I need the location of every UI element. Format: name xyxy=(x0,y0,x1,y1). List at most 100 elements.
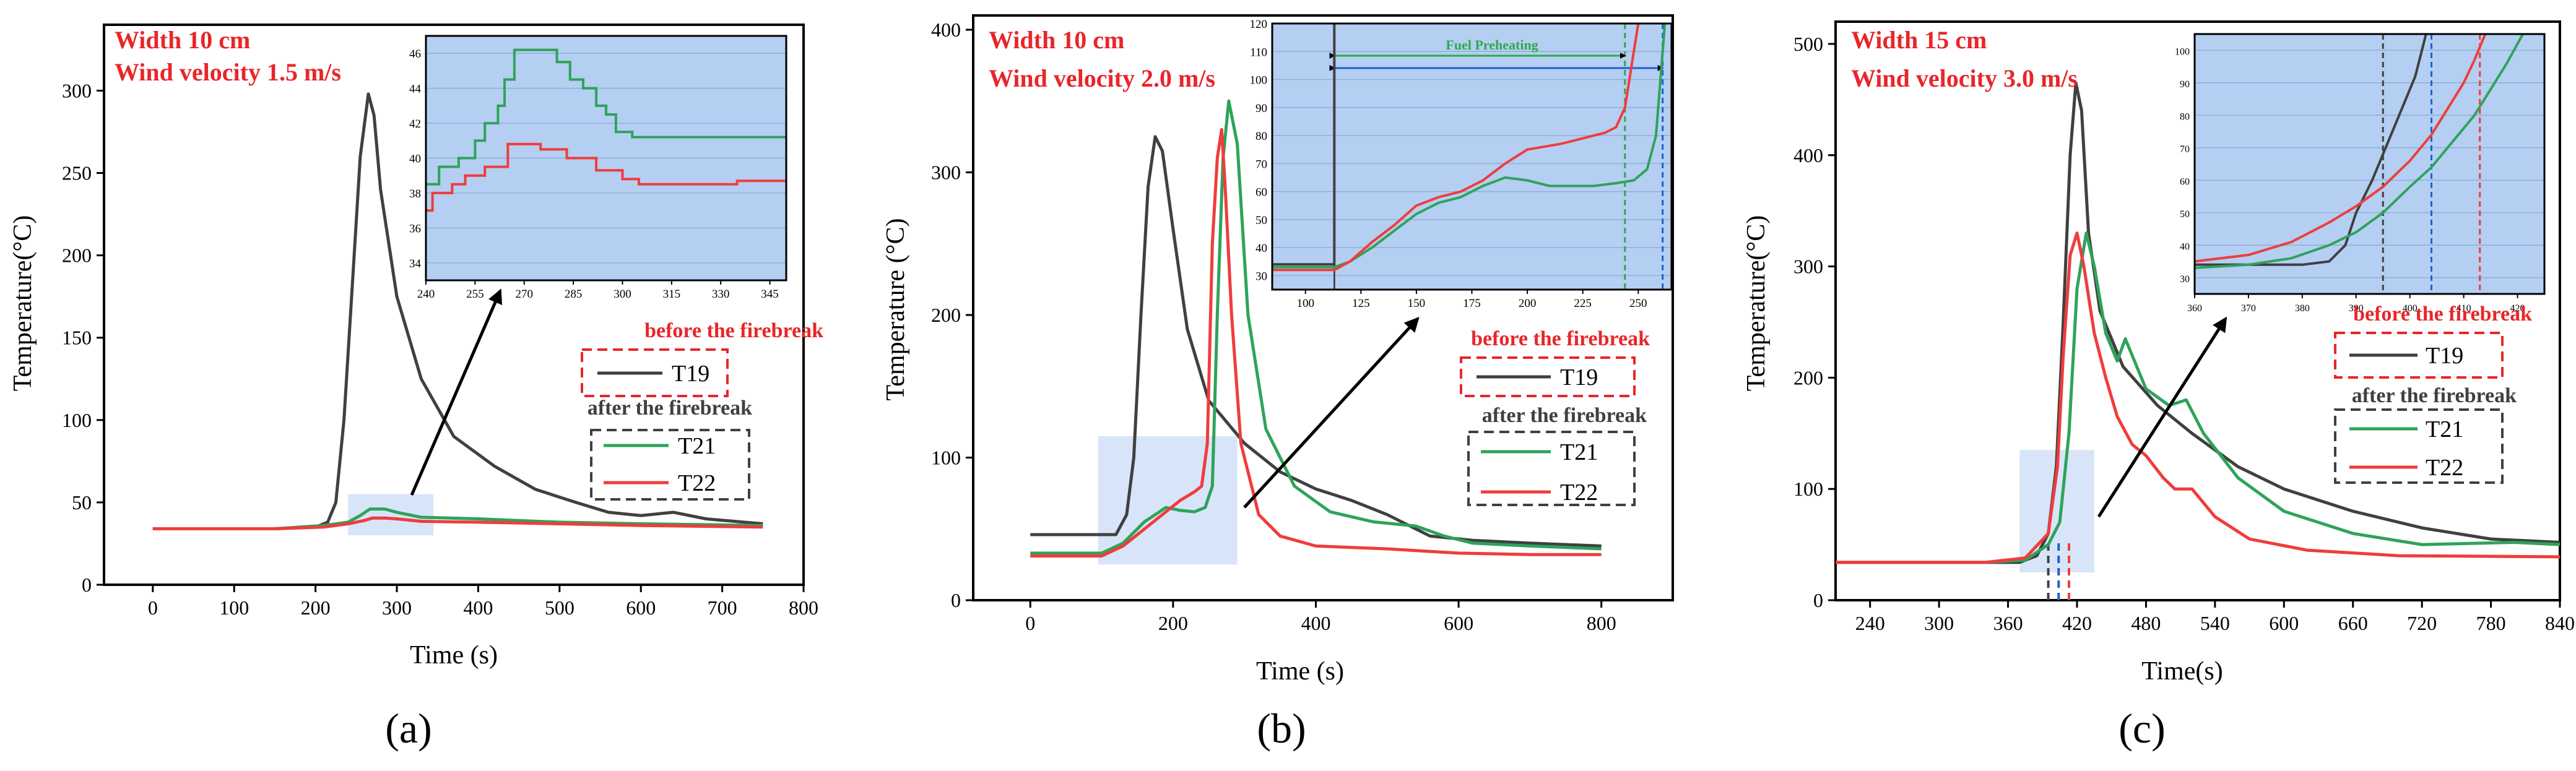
legend-before-title: before the firebreak xyxy=(644,319,823,342)
inset-frame xyxy=(2193,33,2546,295)
inset-y-tick-label: 34 xyxy=(409,257,422,270)
legend-label-t21: T21 xyxy=(1560,439,1598,465)
inset-b: 30 40 50 60 70 80 90 100 110 120 100 125 150 175 200 22… xyxy=(1250,18,1673,310)
inset-x-tick-label: 225 xyxy=(1574,297,1592,310)
inset-x-tick-label: 100 xyxy=(1297,297,1315,310)
panel-label: (a) xyxy=(385,705,432,752)
x-tick-label: 500 xyxy=(545,597,575,619)
x-tick-label: 0 xyxy=(1025,612,1035,634)
panel-b-marks: 0 200 400 600 800 0 100 200 300 400 xyxy=(931,19,1616,634)
panel-c-marks: 240 300 360 420 480 540 600 660 720 780 840 0 100 200… xyxy=(1793,33,2575,634)
inset-y-tick-label: 38 xyxy=(409,187,421,200)
y-tick-label: 150 xyxy=(62,327,92,349)
y-tick-label: 300 xyxy=(62,79,92,101)
legend-label-t19: T19 xyxy=(2426,343,2463,369)
legend-c: before the firebreak T19 after the fireb… xyxy=(2334,303,2532,484)
inset-x-tick-label: 250 xyxy=(1629,297,1647,310)
inset-x-tick-label: 390 xyxy=(2349,303,2364,314)
legend-before-title: before the firebreak xyxy=(2353,303,2532,325)
legend-before-box xyxy=(2334,332,2504,379)
inset-y-tick-label: 36 xyxy=(409,222,421,235)
inset-x-tick-label: 410 xyxy=(2457,303,2471,314)
inset-x-tick-label: 270 xyxy=(515,288,533,301)
y-tick-label: 200 xyxy=(62,244,92,267)
series-line-t19 xyxy=(152,92,763,530)
x-tick-label: 200 xyxy=(1158,612,1188,634)
zoom-arrow xyxy=(1243,317,1420,509)
y-tick-label: 400 xyxy=(931,19,961,41)
plot-frame xyxy=(1834,20,2561,601)
x-tick-label: 200 xyxy=(301,597,331,619)
y-tick-label: 250 xyxy=(62,162,92,184)
inset-series-line-t21 xyxy=(2195,34,2524,269)
legend-before-title: before the firebreak xyxy=(1471,327,1650,350)
inset-y-tick-label: 50 xyxy=(2180,209,2190,220)
inset-x-tick-label: 300 xyxy=(614,288,631,301)
x-tick-label: 800 xyxy=(1587,612,1616,634)
inset-series-line-t19 xyxy=(2195,34,2427,266)
annotation-wind-velocity: Wind velocity 3.0 m/s xyxy=(1851,64,2078,92)
inset-y-tick-label: 60 xyxy=(1255,186,1267,199)
inset-x-tick-label: 240 xyxy=(417,288,435,301)
inset-y-tick-label: 60 xyxy=(2180,176,2190,187)
x-tick-label: 240 xyxy=(1855,612,1885,634)
legend-after-box xyxy=(1467,431,1636,506)
x-tick-label: 300 xyxy=(382,597,412,619)
legend-after-title: after the firebreak xyxy=(2352,384,2517,407)
inset-x-tick-label: 345 xyxy=(761,288,779,301)
x-tick-label: 700 xyxy=(708,597,737,619)
inset-y-tick-label: 40 xyxy=(1255,242,1267,255)
legend-before-box xyxy=(1460,356,1636,397)
inset-series-line-t22 xyxy=(1272,24,1640,272)
x-tick-label: 720 xyxy=(2407,612,2437,634)
x-axis-label: Time (s) xyxy=(410,641,498,670)
legend-label-t22: T22 xyxy=(678,470,716,496)
y-tick-label: 100 xyxy=(1793,478,1823,500)
inset-y-tick-label: 90 xyxy=(1255,102,1267,115)
inset-y-tick-label: 40 xyxy=(2180,241,2190,252)
x-tick-label: 480 xyxy=(2131,612,2161,634)
series-line-t21 xyxy=(152,507,763,530)
legend-label-t19: T19 xyxy=(672,361,709,387)
annotation-width: Width 15 cm xyxy=(1851,26,1987,54)
series-line-t19 xyxy=(1030,135,1602,548)
y-tick-label: 200 xyxy=(931,304,961,326)
inset-y-tick-label: 70 xyxy=(2180,144,2190,155)
inset-y-tick-label: 30 xyxy=(1255,270,1267,283)
series-line-t22 xyxy=(152,516,763,530)
inset-x-tick-label: 125 xyxy=(1352,297,1370,310)
legend-before-box xyxy=(581,348,729,397)
y-tick-label: 500 xyxy=(1793,33,1823,55)
x-tick-label: 840 xyxy=(2545,612,2575,634)
inset-y-tick-label: 30 xyxy=(2180,274,2190,285)
inset-x-tick-label: 420 xyxy=(2510,303,2525,314)
y-axis-label: Temperature (°C) xyxy=(882,218,910,401)
y-tick-label: 0 xyxy=(82,574,92,596)
inset-series-line-t19 xyxy=(1272,24,1336,266)
y-tick-label: 0 xyxy=(951,589,961,611)
y-tick-label: 0 xyxy=(1813,589,1823,611)
inset-frame xyxy=(425,35,787,282)
series-line-t21 xyxy=(1030,99,1602,555)
panel-b: 0 200 400 600 800 0 100 200 300 400 Width 10 cm W… xyxy=(882,14,1674,752)
series-line-t22 xyxy=(1030,127,1602,558)
annotation-wind-velocity: Wind velocity 1.5 m/s xyxy=(115,58,341,86)
inset-c-marks: 30 40 50 60 70 80 90 100 360 370 380 390 400 410 420 xyxy=(2175,34,2544,314)
inset-y-tick-label: 100 xyxy=(1250,74,1268,87)
inset-y-tick-label: 110 xyxy=(1250,46,1267,59)
x-tick-label: 300 xyxy=(1924,612,1954,634)
x-tick-label: 600 xyxy=(2269,612,2299,634)
inset-a-marks: 34 36 38 40 42 44 46 240 255 270 285 300 315 330 345 xyxy=(409,48,786,301)
legend-b: before the firebreak T19 after the fireb… xyxy=(1460,327,1650,506)
legend-label-t21: T21 xyxy=(678,433,716,459)
y-tick-label: 50 xyxy=(72,491,92,514)
inset-y-tick-label: 120 xyxy=(1250,18,1268,31)
panel-a-marks: 0 100 200 300 400 500 600 700 800 0 50 100 150 200 250… xyxy=(62,79,818,619)
annotation-width: Width 10 cm xyxy=(989,26,1124,54)
inset-series-line-t22 xyxy=(2195,34,2487,263)
x-axis-label: Time (s) xyxy=(1256,657,1344,686)
inset-y-tick-label: 100 xyxy=(2175,46,2190,57)
annotation-wind-velocity: Wind velocity 2.0 m/s xyxy=(989,64,1215,92)
inset-y-tick-label: 80 xyxy=(2180,111,2190,122)
x-tick-label: 400 xyxy=(463,597,493,619)
